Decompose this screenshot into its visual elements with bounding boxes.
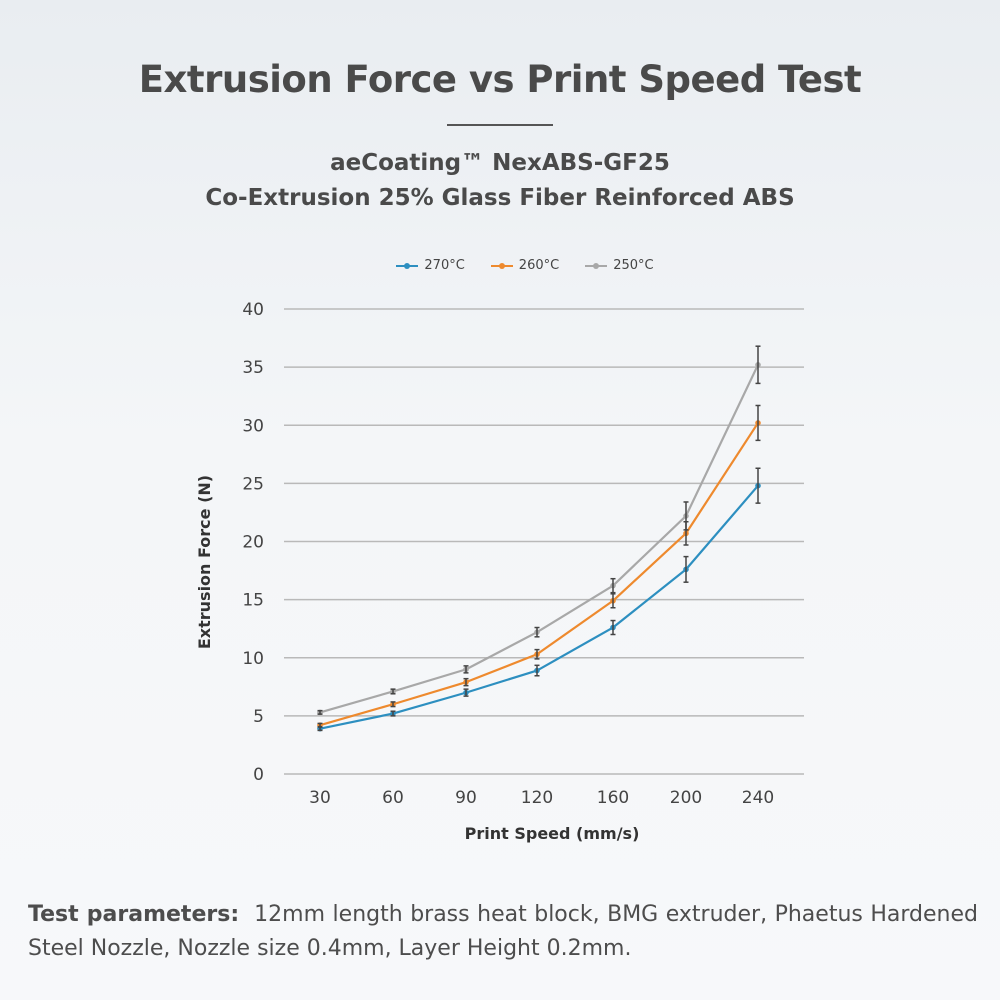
legend-item-250: 250°C [585,258,654,273]
y-tick-label-40: 40 [242,300,264,320]
legend-label-250: 250°C [613,258,654,273]
y-tick-label-5: 5 [253,707,264,727]
y-tick-label-35: 35 [242,358,264,378]
x-tick-label-120: 120 [521,788,553,808]
y-tick-label-20: 20 [242,533,264,553]
legend-item-260: 260°C [490,258,560,273]
x-tick-label-200: 200 [670,788,702,808]
series-line-260°C [319,422,759,727]
y-axis-label: Extrusion Force (N) [195,475,214,649]
y-tick-label-0: 0 [253,765,264,785]
x-axis-label: Print Speed (mm/s) [465,824,640,843]
legend-label-270: 270°C [424,258,465,273]
legend-label-260: 260°C [518,258,560,273]
series-line-250°C [319,364,759,714]
y-tick-label-30: 30 [242,416,264,436]
y-tick-label-15: 15 [242,591,264,611]
legend-item-270: 270°C [396,258,465,273]
y-tick-label-25: 25 [242,474,264,494]
legend-swatch-270 [396,262,419,269]
x-tick-label-60: 60 [382,788,404,808]
test-parameters: Test parameters: 12mm length brass heat … [28,898,978,966]
product-description: Co-Extrusion 25% Glass Fiber Reinforced … [205,185,795,211]
x-tick-label-160: 160 [597,788,629,808]
x-tick-label-90: 90 [455,788,477,808]
product-name: aeCoating™ NexABS-GF25 [330,150,670,176]
page-title: Extrusion Force vs Print Speed Test [138,58,862,101]
legend-swatch-260 [490,262,513,269]
y-tick-label-10: 10 [242,649,264,669]
test-parameters-label: Test parameters: [28,902,240,927]
title-divider [447,124,553,126]
x-tick-label-30: 30 [309,788,331,808]
chart-legend: 270°C 260°C 250°C [0,258,1000,273]
x-tick-label-240: 240 [742,788,774,808]
legend-swatch-250 [585,262,608,269]
test-parameters-text: 12mm length brass heat block, BMG extrud… [28,902,978,961]
